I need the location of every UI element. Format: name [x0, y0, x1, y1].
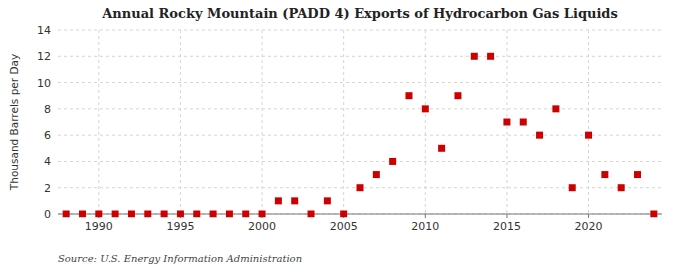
point: [601, 171, 608, 178]
point: [340, 211, 347, 218]
x-tick-label: 1995: [166, 220, 194, 233]
x-tick-label: 2010: [411, 220, 439, 233]
y-tick-label: 0: [44, 208, 51, 221]
point: [193, 211, 200, 218]
point: [471, 53, 478, 60]
y-tick-label: 12: [37, 50, 51, 63]
title: Annual Rocky Mountain (PADD 4) Exports o…: [101, 6, 618, 21]
point: [536, 132, 543, 139]
x-tick-label: 2015: [493, 220, 521, 233]
point: [259, 211, 266, 218]
point: [95, 211, 102, 218]
grid: [58, 30, 662, 214]
point: [275, 197, 282, 204]
point: [520, 119, 527, 126]
source-note: Source: U.S. Energy Information Administ…: [58, 253, 302, 264]
point: [161, 211, 168, 218]
y-tick-label: 8: [44, 103, 51, 116]
point: [210, 211, 217, 218]
point: [128, 211, 135, 218]
y-axis-label: Thousand Barrels per Day: [8, 54, 20, 191]
point: [454, 92, 461, 99]
point: [618, 184, 625, 191]
point: [650, 211, 657, 218]
y-grid-line: [58, 161, 662, 162]
point: [308, 211, 315, 218]
x-grid-line: [425, 30, 426, 214]
x-grid-line: [343, 30, 344, 214]
y-grid-line: [58, 56, 662, 57]
y-grid-line: [58, 108, 662, 109]
points: [63, 53, 658, 218]
y-grid-line: [58, 135, 662, 136]
y-tick-label: 6: [44, 129, 51, 142]
point: [242, 211, 249, 218]
x-tick-label: 2000: [248, 220, 276, 233]
point: [357, 184, 364, 191]
x-tick-label: 1990: [85, 220, 113, 233]
point: [63, 211, 70, 218]
point: [373, 171, 380, 178]
point: [291, 197, 298, 204]
point: [585, 132, 592, 139]
x-tick-label: 2005: [330, 220, 358, 233]
x-grid-line: [180, 30, 181, 214]
point: [144, 211, 151, 218]
x-tick: [425, 214, 426, 218]
point: [569, 184, 576, 191]
point: [634, 171, 641, 178]
chart: 1990 1995 2000 2005 2010 2015 2020 0 2 4 6 8 10 12 14 T…: [0, 0, 675, 275]
y-tick-label: 4: [44, 155, 51, 168]
point: [226, 211, 233, 218]
x-grid-line: [98, 30, 99, 214]
point: [487, 53, 494, 60]
x-grid-line: [262, 30, 263, 214]
point: [177, 211, 184, 218]
point: [389, 158, 396, 165]
point: [438, 145, 445, 152]
x-tick: [588, 214, 589, 218]
point: [405, 92, 412, 99]
point: [422, 105, 429, 112]
y-grid-line: [58, 82, 662, 83]
x-tick: [506, 214, 507, 218]
y-tick-label: 10: [37, 77, 51, 90]
point: [552, 105, 559, 112]
point: [503, 119, 510, 126]
x-tick-label: 2020: [575, 220, 603, 233]
y-tick-label: 14: [37, 24, 51, 37]
y-grid-line: [58, 30, 662, 31]
x-grid-line: [588, 30, 589, 214]
point: [112, 211, 119, 218]
point: [79, 211, 86, 218]
y-tick-label: 2: [44, 182, 51, 195]
point: [324, 197, 331, 204]
